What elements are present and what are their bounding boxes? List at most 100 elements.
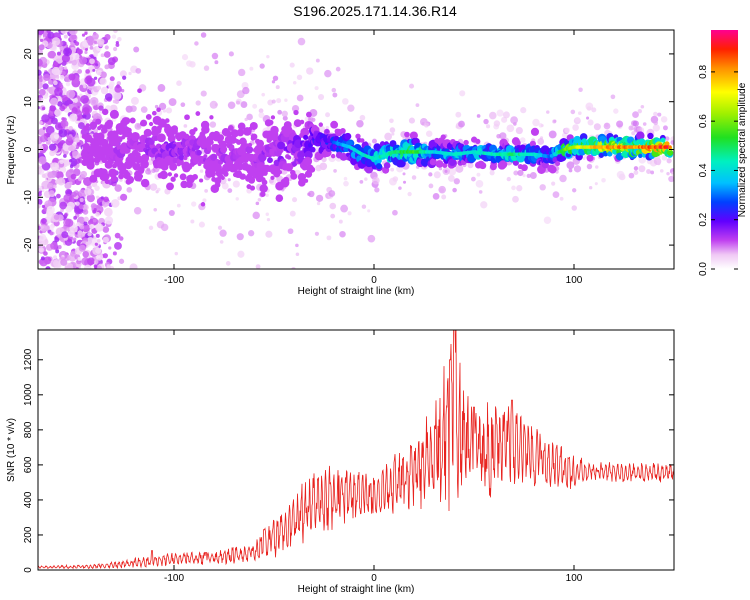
spectrogram-cell — [372, 165, 377, 170]
spectrogram-cell — [340, 204, 349, 213]
spectrogram-cell — [38, 128, 46, 136]
spectrogram-cell — [289, 62, 295, 68]
spectrogram-cell — [564, 127, 570, 134]
spectrogram-cell — [126, 176, 135, 184]
spectrogram-cell — [64, 126, 69, 130]
spectrogram-cell — [423, 122, 429, 128]
spectrogram-cell — [100, 53, 105, 58]
spectrogram-cell — [39, 38, 44, 43]
spectrogram-cell — [63, 66, 68, 70]
spectrogram-cell — [46, 205, 55, 215]
spectrogram-cell — [297, 173, 307, 182]
spectrogram-cell — [511, 185, 516, 191]
spectrogram-cell — [47, 51, 55, 59]
spectrogram-cell — [315, 164, 322, 172]
spectrogram-cell — [371, 138, 377, 144]
spectrogram-cell — [227, 178, 231, 182]
spectrogram-cell — [277, 109, 283, 115]
spectrogram-cell — [571, 205, 578, 211]
spectrogram-cell — [232, 180, 240, 188]
spectrogram-cell — [69, 159, 73, 163]
spectrogram-cell — [226, 130, 232, 137]
spectrogram-cell — [41, 173, 47, 179]
spectrogram-cell — [452, 187, 457, 193]
spectrogram-cell — [102, 253, 108, 259]
spectrogram-cell — [389, 127, 396, 133]
spectrogram-cell — [101, 172, 110, 181]
spectrogram-cell — [61, 94, 69, 102]
spectrogram-cell — [98, 105, 104, 111]
y-tick-label: 400 — [23, 491, 34, 508]
spectrogram-cell — [347, 211, 352, 216]
spectrogram-cell — [65, 81, 71, 87]
spectrogram-cell — [166, 182, 174, 191]
spectrogram-cell — [411, 175, 417, 180]
spectrogram-cell — [173, 173, 179, 178]
spectrogram-cell — [425, 130, 433, 138]
spectrogram-cell — [301, 165, 308, 171]
spectrogram-cell — [47, 171, 54, 179]
spectrogram-cell — [49, 104, 56, 112]
spectrogram-cell — [552, 191, 560, 199]
spectrogram-cell — [84, 188, 92, 196]
spectrogram-cell — [176, 203, 181, 208]
x-tick-label: -100 — [164, 573, 184, 584]
spectrogram-cell — [38, 185, 42, 192]
spectrogram-cell — [89, 45, 94, 50]
spectrogram-cell — [53, 61, 59, 66]
spectrogram-cell — [633, 166, 639, 171]
spectrogram-cell — [94, 185, 100, 191]
spectrogram-cell — [257, 197, 262, 202]
spectrogram-cell — [476, 114, 481, 118]
spectrogram-cell — [54, 87, 63, 97]
spectrogram-cell — [303, 134, 309, 141]
spectrogram-cell — [300, 127, 310, 137]
spectrogram-cell — [194, 41, 199, 46]
spectrogram-cell — [259, 184, 268, 193]
colorbar-tick-label: 0.4 — [698, 163, 709, 177]
spectrogram-cell — [532, 118, 540, 127]
spectrogram-cell — [255, 201, 260, 206]
spectrogram-cell — [169, 162, 178, 171]
spectrogram-cell — [74, 41, 80, 46]
spectrogram-cell — [104, 179, 110, 185]
spectrogram-cell — [58, 128, 68, 138]
spectrogram-cell — [389, 118, 394, 124]
spectrogram-cell — [122, 75, 127, 80]
spectrogram-cell — [47, 182, 54, 190]
spectrogram-cell — [48, 143, 57, 151]
spectrogram-cell — [428, 172, 433, 177]
spectrogram-cell — [145, 114, 152, 120]
spectrogram-cell — [392, 209, 398, 216]
spectrogram-cell — [167, 134, 176, 143]
spectrogram-cell — [656, 161, 661, 166]
spectrogram-cell — [209, 140, 214, 145]
spectrogram-cell — [106, 119, 114, 127]
colorbar-label: Normalized spectral amplitude — [737, 82, 748, 217]
spectrogram-cell — [339, 127, 346, 134]
spectrogram-cell — [458, 120, 465, 128]
spectrogram-cell — [77, 122, 85, 130]
spectrogram-cell — [93, 264, 98, 268]
spectrogram-cell — [49, 95, 53, 99]
spectrogram-cell — [120, 193, 128, 201]
spectrogram-cell — [347, 104, 355, 112]
spectrogram-cell — [209, 121, 217, 128]
spectrogram-cell — [38, 44, 45, 51]
spectrogram-cell — [610, 94, 616, 100]
spectrogram-cell — [316, 201, 321, 206]
spectrogram-cell — [57, 245, 62, 250]
spectrogram-cell — [356, 119, 364, 128]
spectrogram-cell — [95, 63, 99, 67]
spectrogram-cell — [209, 170, 216, 178]
spectrogram-cell — [38, 58, 43, 67]
spectrogram-cell — [63, 34, 68, 39]
spectrogram-cell — [250, 135, 256, 141]
spectrogram-cell — [77, 69, 83, 74]
spectrogram-cell — [223, 171, 229, 177]
spectrogram-y-label: Frequency (Hz) — [6, 116, 17, 185]
spectrogram-cell — [45, 266, 51, 269]
spectrogram-cell — [72, 52, 80, 60]
spectrogram-cell — [95, 233, 100, 238]
